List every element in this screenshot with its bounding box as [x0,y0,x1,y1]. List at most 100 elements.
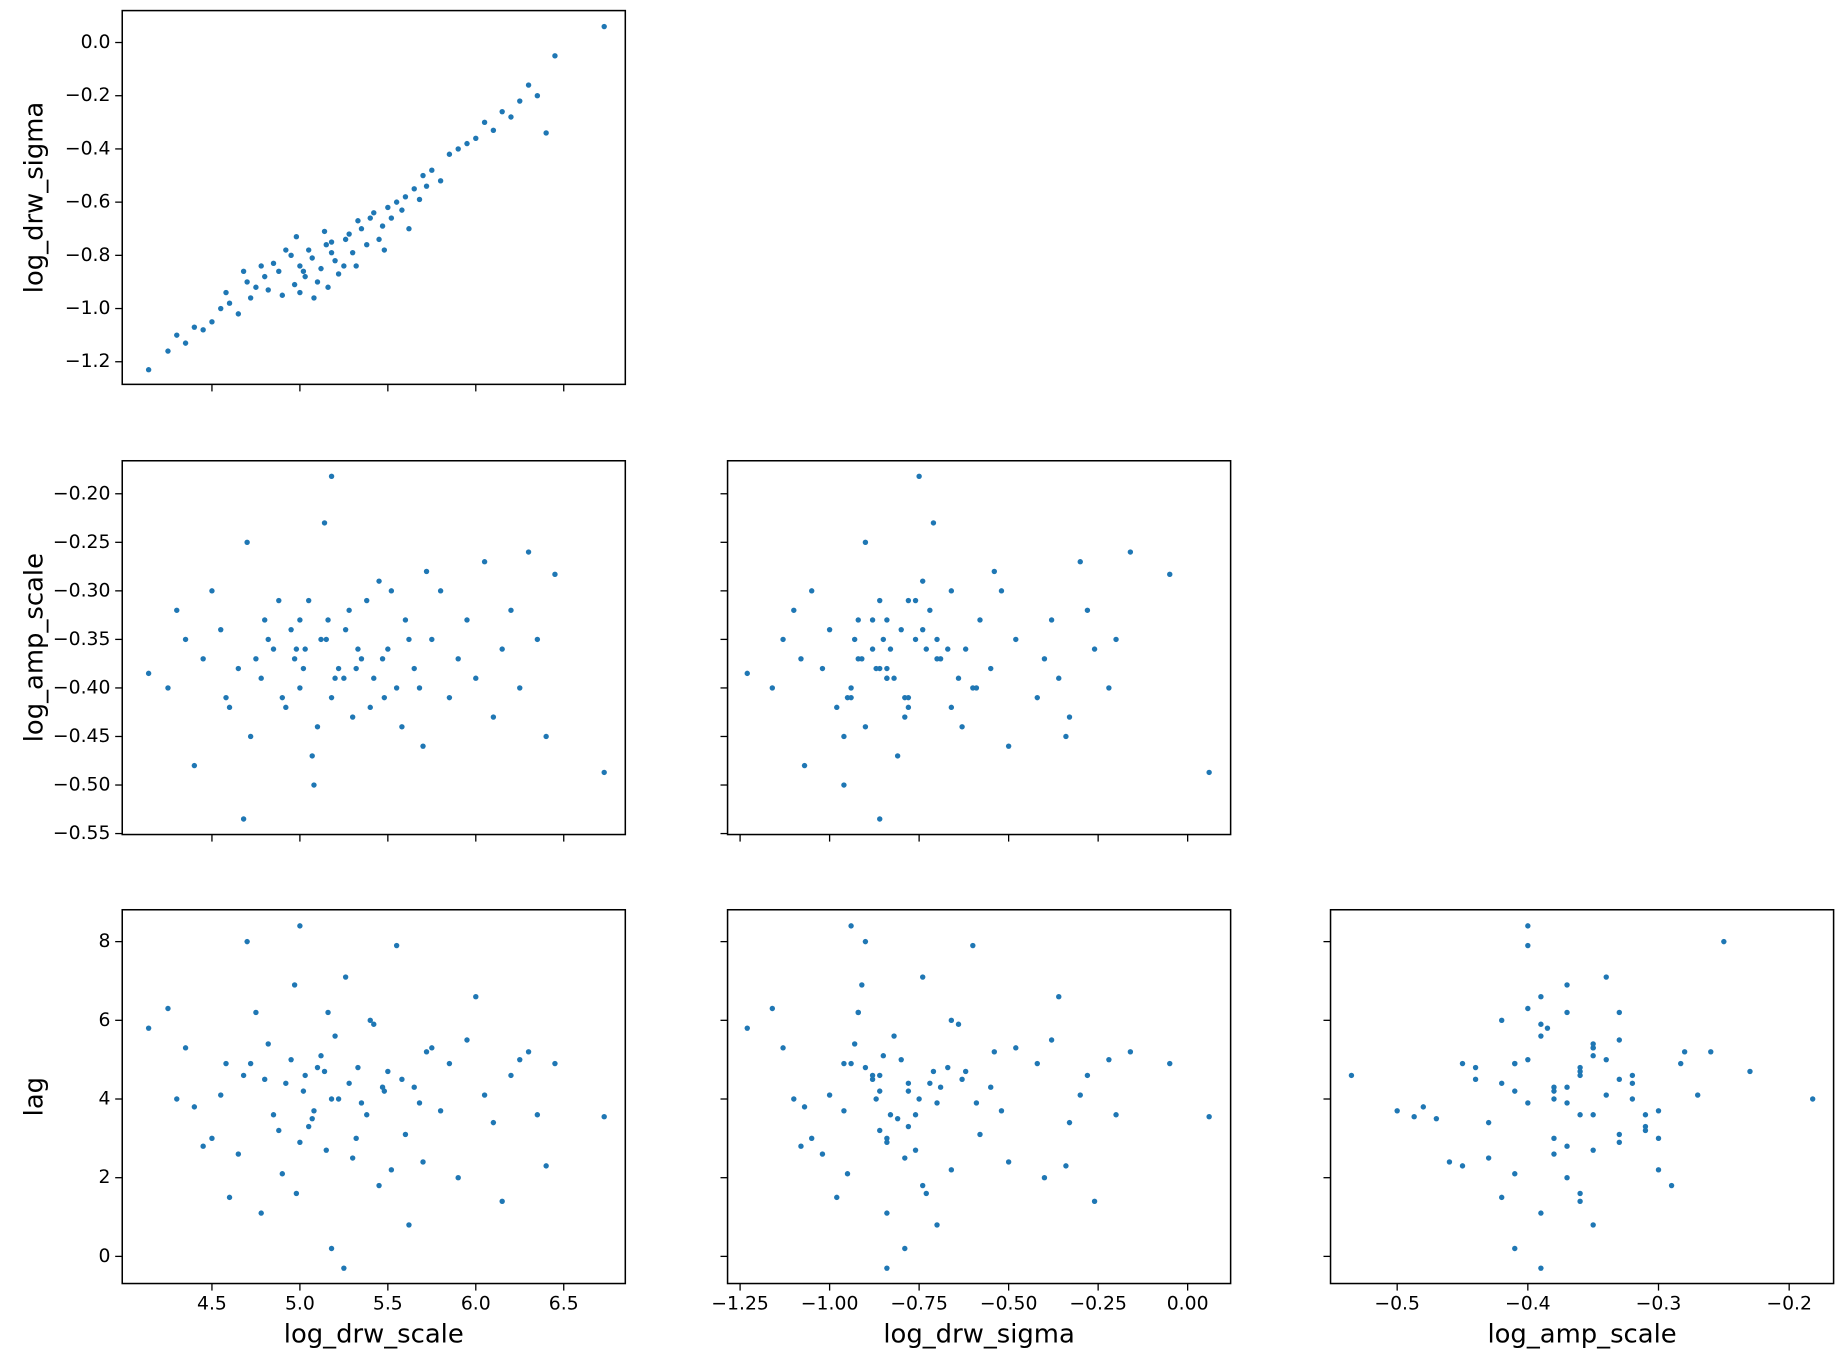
point [1708,1049,1714,1055]
point [884,1135,890,1142]
point [364,597,370,604]
point [323,241,329,248]
point [473,135,479,141]
point [1499,1080,1505,1086]
x-tick-label: 5.5 [373,1293,403,1314]
point [283,1080,289,1086]
point [912,636,919,643]
x-tick-label: 4.5 [197,1293,227,1314]
point [270,1112,277,1118]
point [1512,1088,1518,1094]
point [240,268,247,275]
point [305,247,312,253]
point [305,1123,312,1130]
point [1525,1005,1531,1012]
point [341,675,347,681]
point [880,636,887,643]
point [1066,1119,1073,1126]
point [388,215,395,221]
point [174,1096,180,1102]
point [297,617,303,623]
point [358,226,365,232]
point [247,733,254,740]
point [332,675,338,681]
point [848,1060,854,1067]
point [420,172,426,179]
point [934,1100,940,1106]
point [919,578,926,584]
point [353,263,359,269]
point [283,247,289,253]
point [429,1045,435,1051]
point [902,714,908,720]
point [1206,769,1212,776]
point [934,636,940,643]
panel: −1.25 −1.00 −0.75 −0.50 −0.25 0.00 log_drw_sig… [711,908,1232,1349]
point [887,1112,894,1118]
point [809,588,815,594]
point [791,607,797,613]
point [253,1009,259,1016]
point [335,271,342,277]
point [423,183,430,189]
point [353,1135,359,1142]
point [905,1080,912,1086]
y-tick-label: −0.20 [53,483,111,504]
point [912,1112,919,1118]
point [240,816,247,822]
point [376,578,382,584]
y-tick-label: 0 [99,1246,111,1267]
point [381,247,388,253]
point [399,724,405,730]
point [1485,1155,1492,1161]
point [525,82,532,88]
point [253,284,259,290]
point [499,108,505,115]
point [1512,1245,1518,1252]
y-tick-label: 4 [99,1089,111,1110]
point [534,93,541,99]
point [877,1088,883,1094]
point [323,1147,329,1153]
x-tick-label: −0.3 [1636,1293,1682,1314]
point [293,234,300,240]
point [346,607,352,613]
point [423,568,430,575]
point [517,1056,523,1063]
point [376,236,382,243]
x-tick-label: −1.25 [711,1293,769,1314]
point [244,938,250,945]
point [948,1167,955,1173]
point [247,295,254,301]
point [270,260,277,267]
point [420,1159,426,1165]
point [862,539,869,546]
point [912,1147,919,1153]
point [262,617,268,623]
point [314,279,321,285]
point [437,1108,444,1114]
point [923,646,929,652]
point [1577,1068,1583,1075]
point [844,1171,851,1177]
point [902,1245,908,1252]
point [165,685,171,691]
axes-frame [121,908,627,1285]
point [1106,685,1112,691]
point [1603,974,1609,980]
point [226,300,233,306]
point [1512,1060,1518,1067]
point [335,1096,342,1102]
axes-frame [121,459,627,836]
point [1538,1210,1544,1216]
point [973,685,980,691]
point [388,1167,395,1173]
point [490,714,497,720]
point [490,127,497,134]
y-tick-label: −0.30 [53,580,111,601]
point [464,617,470,623]
point [209,588,215,594]
point [318,636,324,643]
point [1590,1222,1596,1228]
point [877,1127,883,1134]
